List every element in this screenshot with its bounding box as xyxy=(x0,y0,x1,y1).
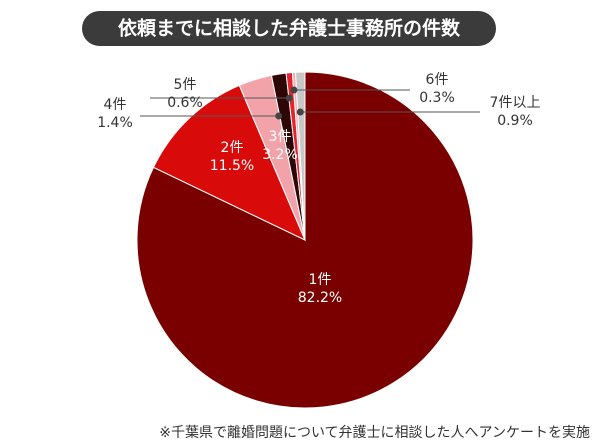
pie-slice xyxy=(136,71,474,409)
slice-label: 2件 xyxy=(221,140,244,156)
chart-title: 依頼までに相談した弁護士事務所の件数 xyxy=(118,17,461,40)
slice-label: 4件 xyxy=(104,97,127,113)
slice-value: 0.3% xyxy=(419,90,455,106)
slice-value: 11.5% xyxy=(210,158,254,174)
slice-label: 7件以上 xyxy=(490,95,541,111)
leader-dot xyxy=(290,86,298,94)
slice-label: 5件 xyxy=(174,77,197,93)
leader-dot xyxy=(275,112,283,120)
slice-value: 0.9% xyxy=(497,113,533,129)
footnote: ※千葉県で離婚問題について弁護士に相談した人へアンケートを実施 xyxy=(159,424,590,441)
slice-value: 0.6% xyxy=(167,95,203,111)
slice-label: 3件 xyxy=(269,129,292,145)
slice-label: 6件 xyxy=(426,72,449,88)
leader-dot xyxy=(296,108,304,116)
leader-dot xyxy=(285,94,293,102)
slice-label: 1件 xyxy=(309,272,332,288)
title-box xyxy=(82,11,496,46)
slice-value: 3.2% xyxy=(262,147,298,163)
slice-value: 82.2% xyxy=(298,290,342,306)
pie-slice xyxy=(152,84,306,242)
slice-value: 1.4% xyxy=(97,115,133,131)
